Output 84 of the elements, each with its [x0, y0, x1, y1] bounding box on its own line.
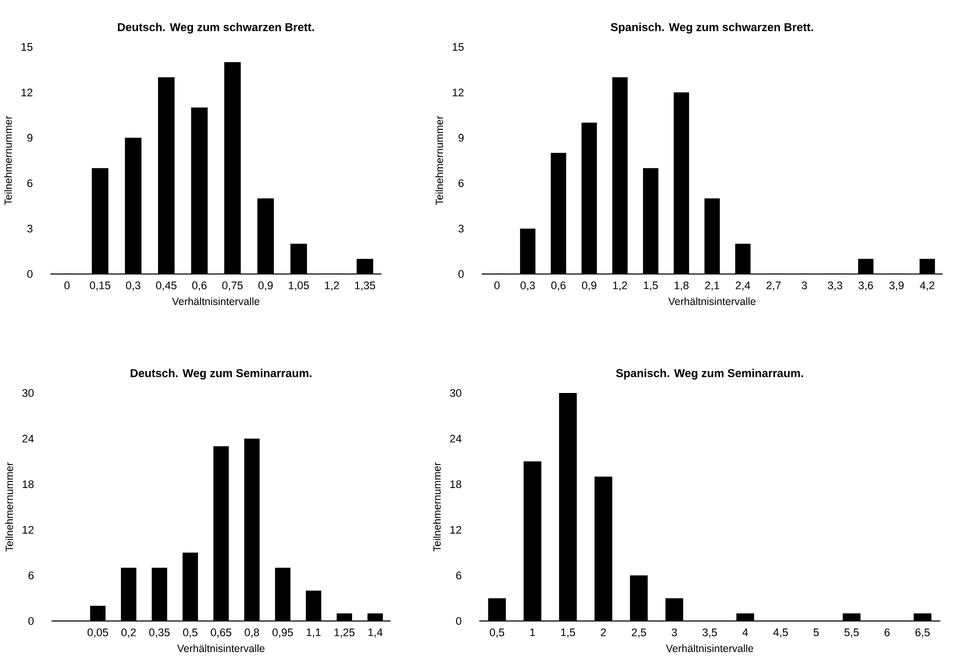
x-tick-label: 5 — [814, 628, 819, 636]
y-tick-label: 15 — [452, 43, 464, 51]
x-tick-label: 1,2 — [325, 282, 339, 291]
x-tick-label: 1,5 — [561, 628, 576, 638]
y-tick-label: 0 — [456, 617, 462, 625]
y-tick-label: 12 — [22, 88, 32, 96]
x-tick-label: 3,6 — [858, 282, 873, 291]
x-axis-title: Verhältnisintervalle — [172, 297, 260, 306]
x-tick-label: 0,75 — [222, 282, 243, 291]
x-tick-label: 3,3 — [828, 282, 842, 291]
x-tick-label: 0,3 — [126, 282, 140, 291]
x-tick-label: 1 — [530, 628, 535, 636]
x-tick-label: 2,5 — [632, 628, 646, 638]
x-tick-label: 0,65 — [210, 628, 232, 638]
y-tick-label: 30 — [450, 389, 462, 397]
x-tick-label: 1,25 — [334, 628, 355, 638]
x-tick-label: 0,35 — [149, 628, 170, 638]
x-tick-label: 1,35 — [355, 282, 376, 291]
y-tick-label: 3 — [27, 224, 32, 232]
y-tick-label: 24 — [22, 434, 34, 442]
y-tick-label: 9 — [458, 134, 464, 142]
x-tick-label: 2 — [600, 628, 606, 636]
x-tick-label: 0,15 — [90, 282, 110, 291]
x-tick-label: 4,2 — [920, 282, 934, 291]
x-axis-title: Verhältnisintervalle — [666, 644, 754, 652]
chart-title: Spanisch. Weg zum Seminarraum. — [616, 368, 803, 380]
x-tick-label: 1,4 — [368, 628, 382, 638]
x-tick-label: 3 — [802, 282, 807, 290]
y-tick-label: 6 — [27, 179, 32, 188]
x-tick-label: 0 — [494, 282, 500, 290]
y-tick-label: 0 — [28, 617, 34, 625]
x-axis-title: Verhältnisintervalle — [177, 644, 265, 652]
y-tick-label: 12 — [22, 526, 34, 534]
x-tick-label: 0,95 — [272, 628, 293, 638]
y-axis-title: Teilnehmernummer — [5, 462, 14, 552]
x-tick-label: 1,8 — [674, 282, 689, 291]
y-tick-label: 12 — [452, 88, 464, 96]
x-tick-label: 1,5 — [644, 282, 658, 290]
y-tick-label: 6 — [456, 572, 462, 580]
x-tick-label: 3 — [672, 628, 677, 636]
x-tick-label: 2,4 — [736, 282, 750, 291]
x-tick-label: 4 — [742, 628, 748, 636]
x-tick-label: 0,05 — [88, 628, 108, 638]
x-tick-label: 0,5 — [183, 628, 198, 638]
y-tick-label: 24 — [450, 434, 462, 442]
x-tick-label: 1,1 — [306, 628, 321, 638]
x-tick-label: 4,5 — [773, 628, 788, 638]
x-tick-label: 0,9 — [258, 282, 273, 291]
y-tick-label: 18 — [450, 480, 462, 488]
y-tick-label: 15 — [22, 43, 32, 51]
x-tick-label: 0,6 — [192, 282, 207, 291]
y-tick-label: 30 — [22, 389, 34, 397]
x-tick-label: 6 — [884, 628, 890, 636]
y-axis-title: Teilnehmernummer — [435, 116, 444, 206]
x-tick-label: 3,9 — [889, 282, 904, 291]
y-axis-title: Teilnehmernummer — [4, 116, 12, 206]
x-tick-label: 2,1 — [705, 282, 720, 291]
chart-title: Spanisch. Weg zum schwarzen Brett. — [610, 22, 813, 34]
x-tick-label: 0 — [64, 282, 70, 290]
x-tick-label: 0,8 — [244, 628, 260, 638]
x-tick-label: 0,3 — [520, 282, 535, 291]
x-tick-label: 0,9 — [582, 282, 596, 291]
x-tick-label: 6,5 — [915, 628, 930, 638]
x-tick-label: 5,5 — [844, 628, 859, 638]
x-tick-label: 2,7 — [766, 282, 781, 291]
y-axis-title: Teilnehmernummer — [433, 462, 441, 552]
x-axis-title: Verhältnisintervalle — [668, 297, 756, 306]
chart-title: Deutsch. Weg zum Seminarraum. — [130, 368, 312, 380]
y-tick-label: 9 — [27, 134, 32, 142]
y-tick-label: 3 — [458, 224, 464, 232]
y-tick-label: 12 — [450, 526, 462, 534]
x-tick-label: 0,6 — [551, 282, 566, 291]
y-tick-label: 6 — [28, 572, 34, 580]
y-tick-label: 6 — [458, 179, 464, 188]
x-tick-label: 0,5 — [490, 628, 504, 638]
x-tick-label: 1,05 — [288, 282, 309, 291]
y-tick-label: 0 — [458, 270, 464, 278]
x-tick-label: 0,2 — [121, 628, 136, 638]
y-tick-label: 0 — [27, 270, 32, 278]
x-tick-label: 3,5 — [702, 628, 717, 638]
y-tick-label: 18 — [22, 480, 34, 488]
x-tick-label: 0,45 — [156, 282, 176, 291]
x-tick-label: 1,2 — [613, 282, 628, 291]
chart-title: Deutsch. Weg zum schwarzen Brett. — [118, 22, 314, 34]
